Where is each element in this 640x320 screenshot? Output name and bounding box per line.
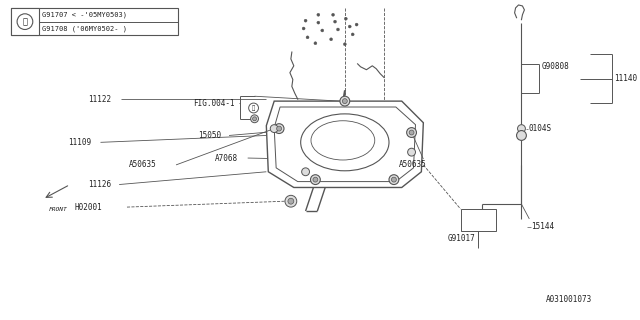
Circle shape — [340, 155, 349, 165]
Circle shape — [314, 42, 317, 45]
Polygon shape — [274, 107, 415, 181]
Ellipse shape — [344, 143, 356, 151]
Ellipse shape — [347, 145, 353, 149]
Circle shape — [285, 195, 297, 207]
Circle shape — [342, 99, 348, 104]
Circle shape — [270, 125, 278, 132]
Text: 15144: 15144 — [531, 222, 554, 231]
Circle shape — [302, 27, 305, 30]
Bar — [12, 8, 178, 36]
Text: FIG.004-1: FIG.004-1 — [193, 99, 234, 108]
Text: ①: ① — [22, 17, 28, 26]
Circle shape — [310, 175, 320, 185]
Circle shape — [317, 13, 320, 16]
Text: G91708 ('06MY0502- ): G91708 ('06MY0502- ) — [42, 25, 127, 32]
Circle shape — [332, 13, 335, 16]
Circle shape — [351, 33, 354, 36]
Circle shape — [348, 25, 351, 28]
Bar — [461, 209, 496, 231]
Circle shape — [342, 157, 348, 163]
Circle shape — [330, 38, 333, 41]
Circle shape — [333, 20, 337, 23]
Circle shape — [274, 124, 284, 133]
Circle shape — [340, 96, 349, 106]
Circle shape — [301, 168, 310, 176]
Circle shape — [251, 115, 259, 123]
Circle shape — [409, 130, 414, 135]
Ellipse shape — [311, 121, 375, 160]
Circle shape — [518, 125, 525, 132]
Ellipse shape — [301, 114, 389, 171]
Text: A50635: A50635 — [129, 160, 157, 169]
Text: 0104S: 0104S — [529, 124, 552, 133]
Text: ①: ① — [252, 105, 255, 111]
Text: 11126: 11126 — [88, 180, 111, 189]
Text: A7068: A7068 — [215, 154, 239, 163]
Circle shape — [344, 43, 346, 46]
Circle shape — [253, 117, 257, 121]
Polygon shape — [266, 101, 423, 188]
Text: A031001073: A031001073 — [546, 295, 592, 304]
Circle shape — [392, 177, 396, 182]
Text: 15050: 15050 — [198, 131, 221, 140]
Circle shape — [249, 103, 259, 113]
Circle shape — [304, 19, 307, 22]
Circle shape — [321, 29, 324, 32]
Text: 11140: 11140 — [614, 74, 637, 83]
Text: A50635: A50635 — [399, 160, 426, 169]
Bar — [12, 8, 38, 36]
Circle shape — [337, 28, 339, 31]
Text: H02001: H02001 — [75, 203, 103, 212]
Circle shape — [344, 17, 348, 20]
Circle shape — [306, 36, 309, 39]
Circle shape — [288, 198, 294, 204]
Text: FRONT: FRONT — [49, 207, 68, 212]
Circle shape — [17, 14, 33, 29]
Circle shape — [406, 128, 417, 137]
Circle shape — [317, 21, 320, 24]
Circle shape — [276, 126, 282, 131]
Text: G91017: G91017 — [448, 234, 476, 243]
Circle shape — [408, 148, 415, 156]
Text: G90808: G90808 — [542, 62, 570, 71]
Circle shape — [389, 175, 399, 185]
Text: G91707 < -'05MY0503): G91707 < -'05MY0503) — [42, 12, 127, 18]
Text: 11109: 11109 — [68, 138, 92, 147]
Circle shape — [313, 177, 318, 182]
Text: 11122: 11122 — [88, 95, 111, 104]
Circle shape — [355, 23, 358, 26]
Circle shape — [516, 131, 526, 140]
